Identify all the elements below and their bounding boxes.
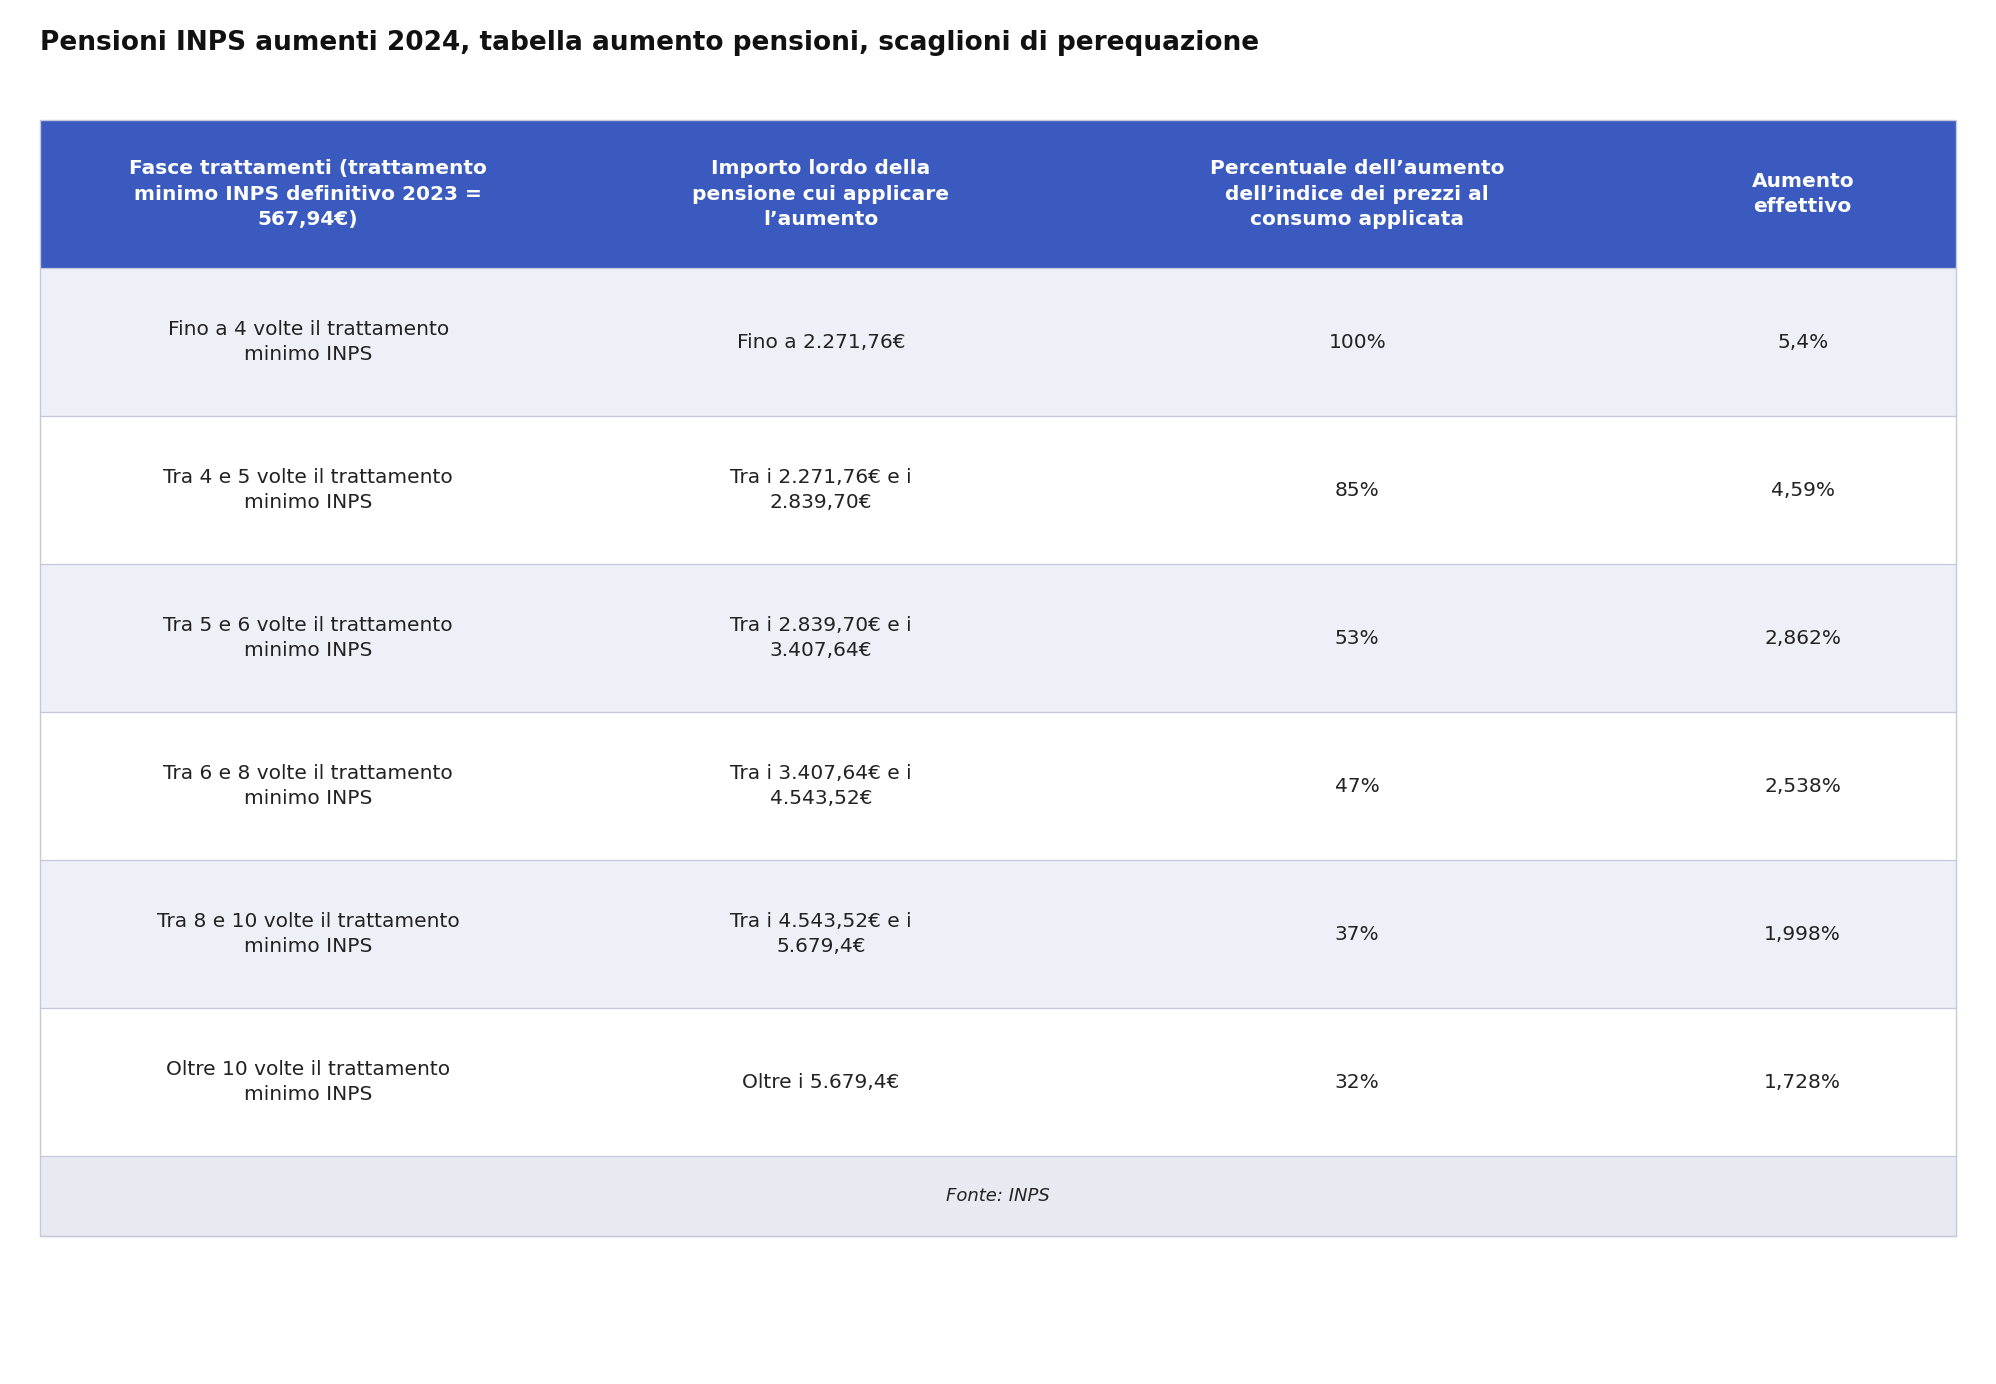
Text: 37%: 37% (1335, 925, 1379, 944)
Bar (40, 565, 1956, 711)
Text: Tra i 2.271,76€ e i
2.839,70€: Tra i 2.271,76€ e i 2.839,70€ (731, 468, 912, 512)
Text: 53%: 53% (1335, 628, 1379, 648)
Text: Pensioni INPS aumenti 2024, tabella aumento pensioni, scaglioni di perequazione: Pensioni INPS aumenti 2024, tabella aume… (40, 30, 1259, 55)
Text: Tra 4 e 5 volte il trattamento
minimo INPS: Tra 4 e 5 volte il trattamento minimo IN… (164, 468, 453, 512)
Text: 85%: 85% (1335, 480, 1379, 500)
Text: Tra 6 e 8 volte il trattamento
minimo INPS: Tra 6 e 8 volte il trattamento minimo IN… (164, 764, 453, 808)
Text: Tra i 4.543,52€ e i
5.679,4€: Tra i 4.543,52€ e i 5.679,4€ (731, 912, 912, 956)
Text: Fino a 2.271,76€: Fino a 2.271,76€ (737, 332, 904, 352)
Text: 1,728%: 1,728% (1764, 1073, 1840, 1092)
Text: 2,862%: 2,862% (1764, 628, 1840, 648)
Text: Tra 5 e 6 volte il trattamento
minimo INPS: Tra 5 e 6 volte il trattamento minimo IN… (164, 616, 453, 660)
Text: 1,998%: 1,998% (1764, 925, 1840, 944)
Text: 47%: 47% (1335, 776, 1379, 796)
Text: Fasce trattamenti (trattamento
minimo INPS definitivo 2023 =
567,94€): Fasce trattamenti (trattamento minimo IN… (130, 159, 487, 230)
Text: Tra i 3.407,64€ e i
4.543,52€: Tra i 3.407,64€ e i 4.543,52€ (731, 764, 912, 808)
Bar (40, 711, 1956, 859)
Text: Oltre 10 volte il trattamento
minimo INPS: Oltre 10 volte il trattamento minimo INP… (166, 1060, 451, 1104)
Text: Tra 8 e 10 volte il trattamento
minimo INPS: Tra 8 e 10 volte il trattamento minimo I… (158, 912, 459, 956)
Bar (40, 268, 1956, 417)
Bar (40, 1156, 1956, 1236)
Text: Fonte: INPS: Fonte: INPS (946, 1187, 1050, 1205)
Text: Oltre i 5.679,4€: Oltre i 5.679,4€ (743, 1073, 900, 1092)
Text: 5,4%: 5,4% (1776, 332, 1828, 352)
Text: 4,59%: 4,59% (1770, 480, 1834, 500)
Bar (40, 1008, 1956, 1156)
Text: Importo lordo della
pensione cui applicare
l’aumento: Importo lordo della pensione cui applica… (693, 159, 950, 230)
Bar (40, 859, 1956, 1008)
Text: Aumento
effettivo: Aumento effettivo (1750, 172, 1854, 216)
Bar (40, 417, 1956, 565)
Bar (40, 120, 1956, 1236)
Text: 32%: 32% (1335, 1073, 1379, 1092)
Text: Fino a 4 volte il trattamento
minimo INPS: Fino a 4 volte il trattamento minimo INP… (168, 320, 449, 364)
Text: Tra i 2.839,70€ e i
3.407,64€: Tra i 2.839,70€ e i 3.407,64€ (731, 616, 912, 660)
Text: 100%: 100% (1329, 332, 1385, 352)
Text: 2,538%: 2,538% (1764, 776, 1840, 796)
Text: Percentuale dell’aumento
dell’indice dei prezzi al
consumo applicata: Percentuale dell’aumento dell’indice dei… (1210, 159, 1505, 230)
Bar (40, 120, 1956, 268)
